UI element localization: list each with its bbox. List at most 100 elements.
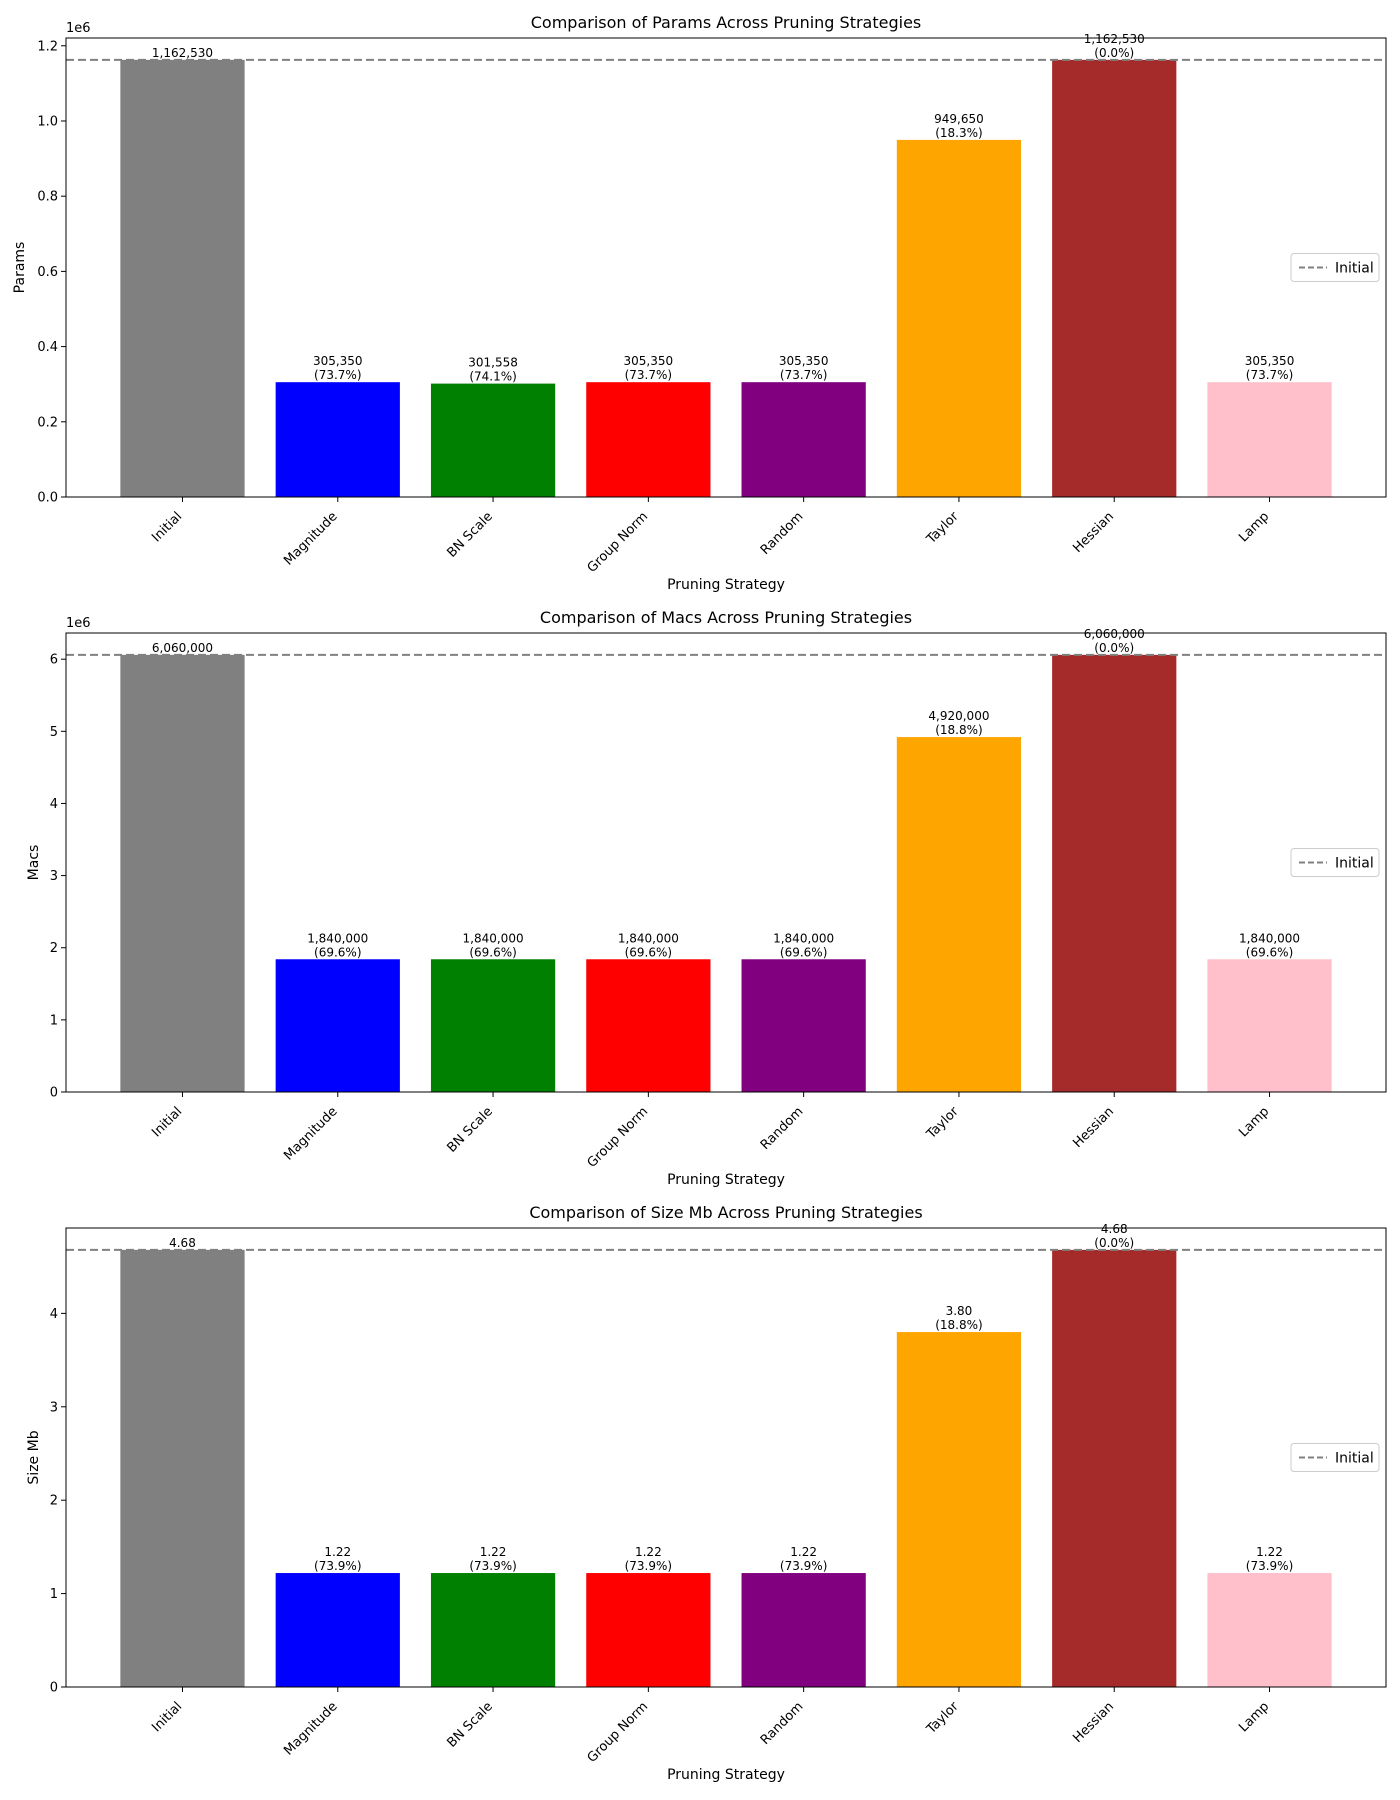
legend-box — [1290, 253, 1380, 282]
y-tick-label: 1 — [50, 1013, 58, 1028]
bar-lamp — [1207, 382, 1332, 497]
x-tick-label: Random — [758, 1699, 807, 1748]
y-tick-label: 4 — [50, 1307, 58, 1322]
bar-initial — [120, 1249, 245, 1687]
bar-value-label: 301,558 — [468, 356, 518, 370]
x-axis-label: Pruning Strategy — [667, 1172, 785, 1188]
y-tick-label: 1.2 — [37, 39, 58, 54]
bar-hessian — [1052, 1249, 1177, 1687]
x-tick-label: Random — [758, 1104, 807, 1153]
bar-reduction-label: (73.7%) — [780, 368, 827, 382]
bar-group-norm — [586, 382, 711, 497]
bar-magnitude — [275, 959, 400, 1092]
bar-value-label: 1.22 — [324, 1545, 351, 1559]
y-tick-label: 6 — [50, 653, 58, 668]
bar-reduction-label: (73.7%) — [625, 368, 672, 382]
bar-reduction-label: (18.3%) — [935, 126, 982, 140]
bar-taylor — [896, 737, 1022, 1092]
bar-magnitude — [275, 1573, 400, 1687]
bar-magnitude — [275, 382, 400, 497]
legend-label: Initial — [1335, 1451, 1374, 1467]
legend-box — [1290, 848, 1380, 877]
y-tick-label: 4 — [50, 797, 58, 812]
axes-frame — [65, 37, 1387, 498]
y-tick-label: 0.4 — [37, 340, 58, 355]
bar-reduction-label: (73.9%) — [469, 1559, 516, 1573]
bar-value-label: 305,350 — [313, 354, 363, 368]
y-tick-label: 0.2 — [37, 415, 58, 430]
bar-reduction-label: (74.1%) — [469, 370, 516, 384]
bar-value-label: 1.22 — [790, 1545, 817, 1559]
y-tick-label: 3 — [50, 869, 58, 884]
bar-value-label: 305,350 — [1245, 354, 1295, 368]
x-tick-label: Taylor — [923, 509, 962, 548]
x-tick-label: Lamp — [1236, 1104, 1272, 1140]
bar-reduction-label: (69.6%) — [780, 945, 827, 959]
bar-reduction-label: (73.9%) — [780, 1559, 827, 1573]
x-tick-label: Lamp — [1236, 509, 1272, 545]
bar-value-label: 1,840,000 — [1239, 931, 1300, 945]
bar-initial — [120, 654, 245, 1092]
legend: Initial — [1290, 1443, 1380, 1472]
y-axis-label: Size Mb — [26, 1430, 42, 1484]
chart-panel: Comparison of Macs Across Pruning Strate… — [26, 608, 1387, 1188]
bar-reduction-label: (18.8%) — [935, 723, 982, 737]
x-tick-label: Hessian — [1070, 1699, 1117, 1746]
bar-value-label: 1,162,530 — [152, 46, 213, 60]
bar-reduction-label: (18.8%) — [935, 1318, 982, 1332]
bar-value-label: 1,840,000 — [773, 931, 834, 945]
bar-random — [741, 382, 866, 497]
bar-random — [741, 959, 866, 1092]
legend-label: Initial — [1335, 261, 1374, 277]
bar-value-label: 305,350 — [624, 354, 674, 368]
bar-value-label: 4.68 — [1101, 1222, 1128, 1236]
axes-frame — [65, 632, 1387, 1093]
bar-reduction-label: (0.0%) — [1094, 46, 1134, 60]
chart-title: Comparison of Params Across Pruning Stra… — [531, 13, 922, 32]
legend: Initial — [1290, 253, 1380, 282]
chart-panel: Comparison of Size Mb Across Pruning Str… — [26, 1203, 1387, 1783]
bar-value-label: 3.80 — [946, 1304, 973, 1318]
y-tick-label: 2 — [50, 1494, 58, 1509]
x-tick-label: BN Scale — [444, 1699, 495, 1750]
x-tick-label: Random — [758, 509, 807, 558]
bar-value-label: 1.22 — [480, 1545, 507, 1559]
bar-reduction-label: (73.7%) — [314, 368, 361, 382]
bar-reduction-label: (69.6%) — [314, 945, 361, 959]
bar-bn-scale — [430, 959, 556, 1092]
x-tick-label: Magnitude — [281, 1699, 340, 1758]
bar-value-label: 1.22 — [635, 1545, 662, 1559]
bar-random — [741, 1573, 866, 1687]
legend-label: Initial — [1335, 856, 1374, 872]
legend-box — [1290, 1443, 1380, 1472]
bar-lamp — [1207, 959, 1332, 1092]
bar-value-label: 1,840,000 — [307, 931, 368, 945]
bar-reduction-label: (0.0%) — [1094, 641, 1134, 655]
y-tick-label: 1.0 — [37, 114, 58, 129]
axes-frame — [65, 1227, 1387, 1688]
bar-reduction-label: (69.6%) — [469, 945, 516, 959]
bar-taylor — [896, 1332, 1022, 1687]
bar-value-label: 305,350 — [779, 354, 829, 368]
bar-lamp — [1207, 1573, 1332, 1687]
x-tick-label: Magnitude — [281, 509, 340, 568]
bar-reduction-label: (73.9%) — [314, 1559, 361, 1573]
y-tick-label: 2 — [50, 941, 58, 956]
bar-value-label: 949,650 — [934, 112, 984, 126]
bar-value-label: 1,840,000 — [463, 931, 524, 945]
bar-value-label: 4,920,000 — [928, 709, 989, 723]
x-tick-label: BN Scale — [444, 509, 495, 560]
bar-reduction-label: (0.0%) — [1094, 1236, 1134, 1250]
bar-value-label: 1,162,530 — [1084, 32, 1145, 46]
bar-taylor — [896, 139, 1022, 498]
y-axis-label: Macs — [26, 845, 42, 881]
chart-panel: Comparison of Params Across Pruning Stra… — [12, 13, 1387, 593]
x-tick-label: Initial — [149, 1104, 185, 1140]
y-tick-label: 0.8 — [37, 190, 58, 205]
y-tick-label: 5 — [50, 725, 58, 740]
bar-value-label: 6,060,000 — [152, 641, 213, 655]
y-tick-label: 0 — [50, 1681, 58, 1696]
x-tick-label: Group Norm — [585, 509, 652, 576]
x-tick-label: Group Norm — [585, 1699, 652, 1766]
